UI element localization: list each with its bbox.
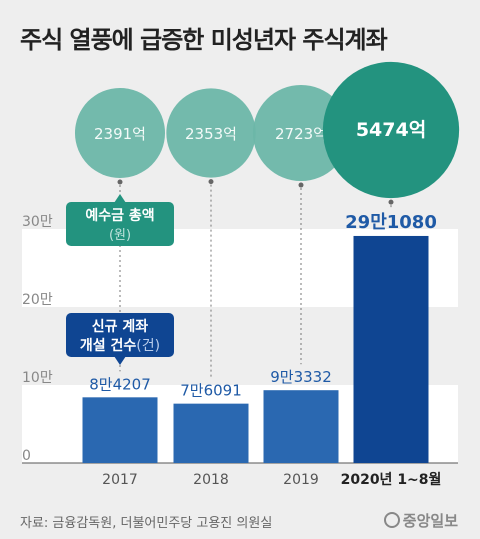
bubble-label: 2723억 <box>275 125 327 143</box>
callout-unit: (건) <box>136 338 160 354</box>
bar-value-label: 9만3332 <box>270 368 332 386</box>
y-tick-label: 10만 <box>22 370 53 386</box>
y-tick-label: 20만 <box>22 292 53 308</box>
chart-title: 주식 열풍에 급증한 미성년자 주식계좌 <box>20 26 388 54</box>
callout-pointer <box>114 194 126 203</box>
bubble-label: 2353억 <box>185 125 237 143</box>
bubble <box>74 87 166 179</box>
callout-pointer <box>114 356 126 365</box>
bar <box>263 390 339 463</box>
callout-box <box>66 202 174 246</box>
bubble <box>166 88 256 178</box>
callout-text: 예수금 총액 <box>85 207 154 224</box>
bubble-label: 5474억 <box>356 119 426 141</box>
bar-value-label: 8만4207 <box>89 375 151 393</box>
guide-dot <box>208 179 214 185</box>
bubble <box>252 84 350 182</box>
callout-box <box>66 313 174 357</box>
bar-value-label: 7만6091 <box>180 382 242 400</box>
callout-text-part: 개설 건수 <box>80 337 137 354</box>
x-category-label: 2020년 1~8월 <box>341 471 442 488</box>
callout-unit: (원) <box>109 228 131 243</box>
bar <box>353 235 429 463</box>
bar-value-label: 29만1080 <box>345 212 437 233</box>
bar <box>82 397 158 463</box>
guide-dot <box>117 179 123 185</box>
bubble <box>322 61 460 199</box>
brand-logo: 중앙일보 <box>383 510 458 531</box>
bar <box>173 403 249 463</box>
guide-dot <box>388 199 394 205</box>
x-category-label: 2018 <box>193 472 229 488</box>
brand-name: 중앙일보 <box>402 512 458 530</box>
callout-text: 신규 계좌 <box>92 319 149 335</box>
callout-text: 개설 건수(건) <box>80 337 160 354</box>
y-tick-label: 30만 <box>22 214 53 230</box>
y-tick-label: 0 <box>22 448 31 464</box>
callout-deposit: 예수금 총액 (원) <box>66 194 174 246</box>
source-note: 자료: 금융감독원, 더불어민주당 고용진 의원실 <box>20 516 273 531</box>
x-category-label: 2017 <box>102 472 138 488</box>
x-category-label: 2019 <box>283 472 319 488</box>
bubble-label: 2391억 <box>94 125 146 143</box>
guide-dot <box>298 182 304 188</box>
brand-icon <box>383 512 400 528</box>
